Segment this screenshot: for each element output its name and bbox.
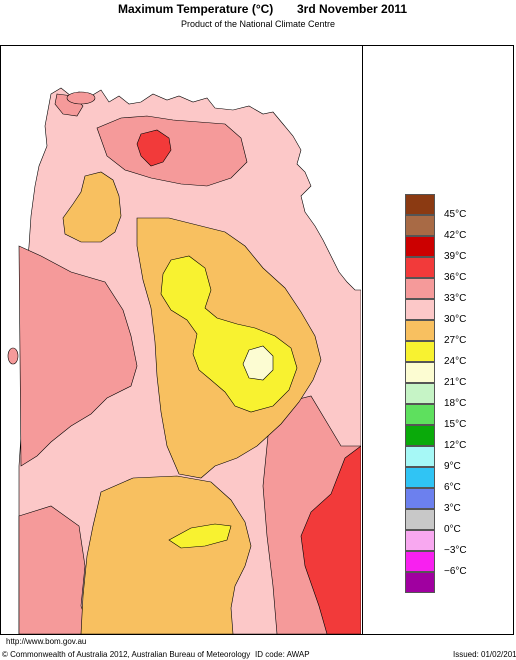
legend-label-45: 45°C <box>444 209 467 220</box>
zone-33c-north <box>96 115 248 187</box>
legend-swatch-min <box>405 572 435 593</box>
legend-swatch-15 <box>405 404 435 425</box>
legend-swatch-0 <box>405 509 435 530</box>
legend-label-15: 15°C <box>444 419 467 430</box>
legend-swatch-3 <box>405 488 435 509</box>
legend-swatch-45 <box>405 194 435 215</box>
zone-33c-west <box>18 245 138 467</box>
legend-label-33: 33°C <box>444 293 467 304</box>
legend-label-21: 21°C <box>444 377 467 388</box>
legend-label-9: 9°C <box>444 461 461 472</box>
legend-label-27: 27°C <box>444 335 467 346</box>
legend-swatch-24 <box>405 341 435 362</box>
legend-label-neg3: −3°C <box>444 545 467 556</box>
legend-swatch-36 <box>405 257 435 278</box>
zone-36c-north <box>136 129 172 167</box>
id-code: ID code: AWAP <box>255 650 310 659</box>
legend-label-39: 39°C <box>444 251 467 262</box>
legend-swatch-12 <box>405 425 435 446</box>
title-date: 3rd November 2011 <box>297 2 408 16</box>
island-west <box>7 347 19 365</box>
legend-swatch-33 <box>405 278 435 299</box>
temperature-map <box>1 46 361 634</box>
legend-label-0: 0°C <box>444 524 461 535</box>
legend-swatch-21 <box>405 362 435 383</box>
legend-label-42: 42°C <box>444 230 467 241</box>
zone-36c-east <box>300 445 361 634</box>
legend-label-12: 12°C <box>444 440 467 451</box>
legend-label-30: 30°C <box>444 314 467 325</box>
legend-swatch-42 <box>405 215 435 236</box>
issued-date: Issued: 01/02/2012 <box>453 650 516 659</box>
legend-label-36: 36°C <box>444 272 467 283</box>
legend-swatch-30 <box>405 299 435 320</box>
zone-27c-northwest <box>62 171 122 243</box>
legend-swatch-18 <box>405 383 435 404</box>
legend-label-6: 6°C <box>444 482 461 493</box>
legend-swatch-9 <box>405 446 435 467</box>
legend-swatch-6 <box>405 467 435 488</box>
legend-swatch-27 <box>405 320 435 341</box>
zone-33c-southwest <box>18 505 92 634</box>
legend-label-18: 18°C <box>444 398 467 409</box>
title-variable: Maximum Temperature (°C) <box>118 2 274 16</box>
legend-label-neg6: −6°C <box>444 566 467 577</box>
copyright-text: © Commonwealth of Australia 2012, Austra… <box>2 650 251 659</box>
source-url: http://www.bom.gov.au <box>6 637 87 646</box>
legend-divider <box>362 45 363 635</box>
zone-21c-core <box>242 345 274 381</box>
legend-label-24: 24°C <box>444 356 467 367</box>
legend-swatch-39 <box>405 236 435 257</box>
map-frame <box>0 45 514 635</box>
map-subtitle: Product of the National Climate Centre <box>180 19 336 29</box>
legend-swatch-neg3 <box>405 530 435 551</box>
zone-24c-south <box>168 523 232 549</box>
legend-label-3: 3°C <box>444 503 461 514</box>
zone-27c-south <box>80 475 252 634</box>
island-north <box>66 91 96 105</box>
legend-swatch-neg6 <box>405 551 435 572</box>
